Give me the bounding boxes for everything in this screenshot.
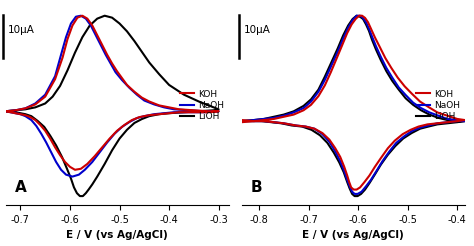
X-axis label: E / V (vs Ag/AgCl): E / V (vs Ag/AgCl): [302, 231, 404, 240]
Text: 10μA: 10μA: [244, 25, 271, 35]
Text: A: A: [15, 180, 26, 195]
X-axis label: E / V (vs Ag/AgCl): E / V (vs Ag/AgCl): [66, 231, 168, 240]
Text: B: B: [251, 180, 262, 195]
Legend: KOH, NaOH, LiOH: KOH, NaOH, LiOH: [416, 90, 460, 121]
Text: 10μA: 10μA: [8, 25, 35, 35]
Legend: KOH, NaOH, LiOH: KOH, NaOH, LiOH: [180, 90, 224, 121]
